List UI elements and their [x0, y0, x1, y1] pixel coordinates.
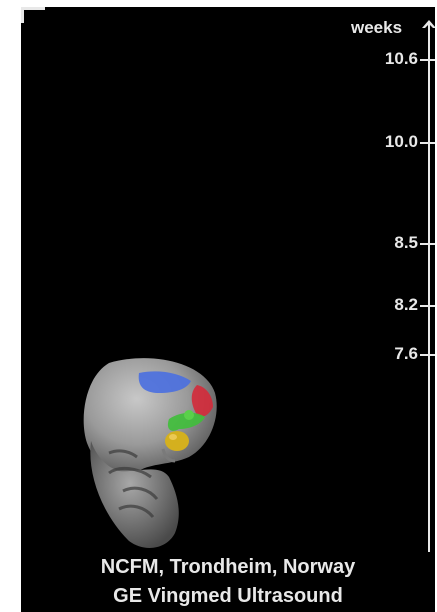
- credit-line-1: NCFM, Trondheim, Norway: [100, 556, 356, 578]
- axis-unit-label: weeks: [351, 18, 403, 37]
- corner-mark: [21, 7, 45, 23]
- axis-up-arrow-icon: [422, 20, 435, 35]
- axis-tick-10-6: [420, 59, 435, 61]
- axis-tick-10-0: [420, 142, 435, 144]
- axis-tick-8-5: [420, 243, 435, 245]
- ultrasound-viewport: weeks 10.6 10.0 8.5 8.2 7.6: [21, 7, 435, 612]
- axis-tick-7-6: [420, 354, 435, 356]
- axis-tick-8-2: [420, 305, 435, 307]
- credit-line-2: GE Vingmed Ultrasound: [113, 585, 343, 607]
- timeline-axis: [428, 33, 430, 552]
- axis-tick-label-10-6: 10.6: [384, 49, 418, 68]
- embryo-3d-render: [83, 358, 217, 548]
- axis-tick-label-7-6: 7.6: [394, 344, 418, 363]
- axis-tick-label-8-5: 8.5: [394, 233, 418, 252]
- axis-tick-label-10-0: 10.0: [384, 132, 418, 151]
- axis-tick-label-8-2: 8.2: [394, 295, 418, 314]
